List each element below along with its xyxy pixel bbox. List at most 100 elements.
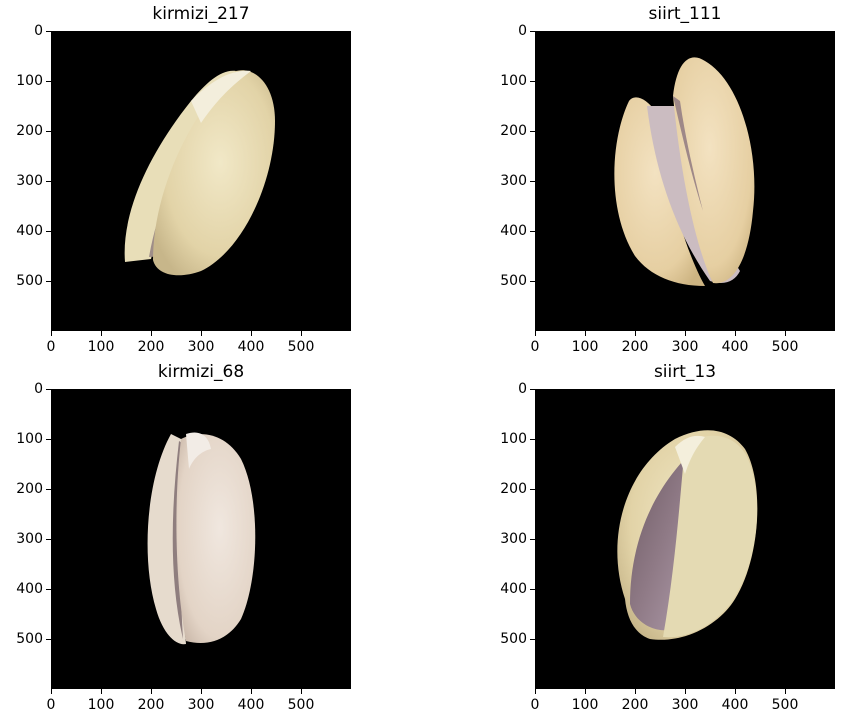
y-tick-label: 400 — [500, 223, 527, 239]
subplot-title: siirt_13 — [653, 362, 717, 382]
y-tick-mark — [530, 31, 535, 32]
x-tick-label: 500 — [287, 697, 315, 713]
y-tick-label: 100 — [16, 431, 43, 447]
x-tick-label: 300 — [187, 697, 215, 713]
pistachio-image — [535, 31, 835, 331]
y-tick-label: 200 — [500, 123, 527, 139]
x-tick-mark — [635, 331, 636, 336]
y-tick-mark — [530, 181, 535, 182]
x-tick-label: 400 — [237, 339, 265, 355]
x-tick-mark — [785, 689, 786, 694]
y-tick-mark — [46, 31, 51, 32]
subplot-siirt-13: siirt_13 0 100 200 300 400 500 0 100 200 300 400 50… — [500, 362, 835, 713]
y-tick-label: 200 — [16, 481, 43, 497]
subplot-title: kirmizi_68 — [157, 362, 245, 382]
subplot-title: siirt_111 — [648, 4, 722, 24]
x-tick-label: 100 — [87, 339, 115, 355]
x-tick-mark — [685, 331, 686, 336]
pistachio-image — [51, 31, 351, 331]
x-tick-label: 400 — [721, 697, 749, 713]
y-tick-label: 100 — [500, 73, 527, 89]
x-tick-label: 0 — [530, 339, 540, 355]
x-tick-label: 0 — [530, 697, 540, 713]
x-tick-label: 500 — [287, 339, 315, 355]
y-tick-label: 100 — [16, 73, 43, 89]
x-tick-mark — [635, 689, 636, 694]
x-tick-mark — [301, 689, 302, 694]
x-tick-mark — [201, 689, 202, 694]
y-tick-mark — [46, 131, 51, 132]
subplot-title: kirmizi_217 — [152, 4, 250, 24]
x-tick-label: 200 — [621, 339, 649, 355]
y-tick-mark — [46, 539, 51, 540]
y-tick-mark — [530, 131, 535, 132]
y-tick-label: 400 — [500, 581, 527, 597]
y-tick-mark — [530, 389, 535, 390]
y-tick-label: 500 — [500, 273, 527, 289]
x-tick-label: 400 — [237, 697, 265, 713]
x-tick-label: 100 — [571, 697, 599, 713]
y-tick-mark — [530, 439, 535, 440]
y-tick-mark — [46, 489, 51, 490]
x-tick-label: 0 — [46, 697, 56, 713]
y-tick-label: 200 — [500, 481, 527, 497]
y-tick-mark — [46, 589, 51, 590]
y-tick-mark — [46, 639, 51, 640]
subplot-siirt-111: siirt_111 0 100 200 300 400 500 0 100 200 300 400 5… — [500, 4, 835, 355]
y-tick-mark — [530, 639, 535, 640]
x-tick-mark — [101, 331, 102, 336]
y-tick-label: 0 — [518, 381, 527, 397]
x-tick-label: 100 — [571, 339, 599, 355]
y-tick-mark — [46, 81, 51, 82]
x-tick-mark — [535, 689, 536, 694]
x-tick-mark — [201, 331, 202, 336]
y-tick-mark — [46, 231, 51, 232]
x-tick-mark — [151, 331, 152, 336]
x-tick-mark — [301, 331, 302, 336]
x-tick-mark — [151, 689, 152, 694]
y-tick-label: 300 — [16, 531, 43, 547]
x-tick-label: 200 — [137, 339, 165, 355]
x-tick-label: 200 — [137, 697, 165, 713]
x-tick-label: 400 — [721, 339, 749, 355]
x-tick-mark — [101, 689, 102, 694]
y-tick-label: 0 — [518, 23, 527, 39]
x-tick-mark — [251, 331, 252, 336]
y-tick-label: 500 — [16, 273, 43, 289]
y-tick-label: 0 — [34, 23, 43, 39]
y-tick-label: 400 — [16, 223, 43, 239]
y-tick-label: 400 — [16, 581, 43, 597]
x-tick-label: 500 — [771, 339, 799, 355]
y-tick-label: 300 — [16, 173, 43, 189]
x-tick-mark — [51, 689, 52, 694]
x-tick-mark — [735, 331, 736, 336]
y-tick-mark — [530, 539, 535, 540]
x-tick-mark — [535, 331, 536, 336]
x-tick-mark — [251, 689, 252, 694]
x-tick-label: 300 — [187, 339, 215, 355]
y-tick-label: 500 — [16, 631, 43, 647]
y-tick-mark — [530, 81, 535, 82]
subplot-kirmizi-68: kirmizi_68 0 100 200 300 400 500 0 100 200 300 400… — [16, 362, 351, 713]
subplot-kirmizi-217: kirmizi_217 0 100 200 300 400 500 0 100 200 300 40… — [16, 4, 351, 355]
y-tick-mark — [46, 281, 51, 282]
x-tick-mark — [585, 331, 586, 336]
y-tick-mark — [530, 489, 535, 490]
y-tick-mark — [530, 281, 535, 282]
y-tick-label: 300 — [500, 173, 527, 189]
y-tick-label: 200 — [16, 123, 43, 139]
x-tick-label: 0 — [46, 339, 56, 355]
y-tick-mark — [46, 181, 51, 182]
x-tick-mark — [585, 689, 586, 694]
y-tick-label: 100 — [500, 431, 527, 447]
x-tick-label: 200 — [621, 697, 649, 713]
y-tick-mark — [530, 589, 535, 590]
y-tick-mark — [530, 231, 535, 232]
x-tick-label: 300 — [671, 697, 699, 713]
x-tick-mark — [785, 331, 786, 336]
y-tick-mark — [46, 389, 51, 390]
x-tick-label: 500 — [771, 697, 799, 713]
x-tick-label: 100 — [87, 697, 115, 713]
pistachio-image — [535, 389, 835, 689]
x-tick-mark — [735, 689, 736, 694]
